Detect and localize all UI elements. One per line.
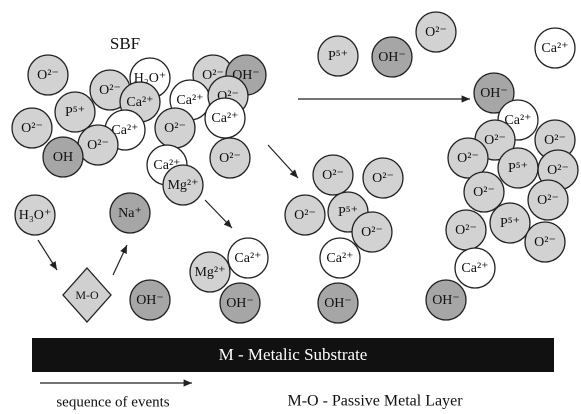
ion-label: O²⁻ bbox=[484, 133, 506, 148]
legend-arrow: sequence of events bbox=[56, 394, 169, 410]
ion-label: OH⁻ bbox=[136, 293, 164, 308]
ion bbox=[129, 279, 171, 321]
ion-label: OH bbox=[53, 150, 73, 165]
ion bbox=[415, 11, 457, 53]
arrows bbox=[37, 95, 470, 387]
ion-label: OH⁻ bbox=[432, 293, 460, 308]
ion bbox=[42, 136, 84, 178]
ion-label: O²⁻ bbox=[99, 83, 121, 98]
ion-label: O²⁻ bbox=[534, 235, 556, 250]
substrate bbox=[32, 338, 554, 372]
ion-label: O²⁻ bbox=[473, 185, 495, 200]
ion-label: O²⁻ bbox=[361, 225, 383, 240]
ion bbox=[312, 154, 354, 196]
ion-label: P⁵⁺ bbox=[508, 161, 528, 176]
ion bbox=[27, 54, 69, 96]
ion bbox=[527, 179, 569, 221]
ion-label: O²⁻ bbox=[37, 68, 59, 83]
ion-label: Ca²⁺ bbox=[326, 251, 353, 266]
ion bbox=[189, 251, 231, 293]
ion-label: H₃O⁺ bbox=[19, 208, 52, 223]
ion bbox=[534, 27, 576, 69]
ion bbox=[54, 91, 96, 133]
ion-label: O²⁻ bbox=[322, 168, 344, 183]
ion-label: OH⁻ bbox=[378, 50, 406, 65]
ion-label: OH⁻ bbox=[324, 296, 352, 311]
ion bbox=[463, 171, 505, 213]
ion-label: Ca²⁺ bbox=[504, 113, 531, 128]
ion bbox=[317, 282, 359, 324]
ion-label: OH⁻ bbox=[480, 86, 508, 101]
ion-label: O²⁻ bbox=[537, 193, 559, 208]
ion-label: Ca²⁺ bbox=[234, 251, 261, 266]
ion bbox=[351, 211, 393, 253]
ions: O²⁻ H₃O⁺ O²⁻ OH⁻O²⁻Ca²⁺P⁵⁺Ca²⁺ O²⁻O²⁻ Ca²⁺ O²⁻… bbox=[11, 11, 579, 324]
ion-label: Mg²⁺ bbox=[194, 265, 225, 280]
ion bbox=[319, 237, 361, 279]
legend-abbreviation: M-O - Passive Metal Layer bbox=[287, 393, 463, 410]
ion bbox=[425, 279, 467, 321]
substrate-label: M - Metalic Substrate bbox=[219, 345, 368, 364]
ion bbox=[284, 194, 326, 236]
ion-label: Ca²⁺ bbox=[126, 95, 153, 110]
ion-label: Mg²⁺ bbox=[167, 178, 198, 193]
ion-label: Ca²⁺ bbox=[176, 93, 203, 108]
passive-layer-label: M-O bbox=[75, 288, 99, 302]
ion-label: O²⁻ bbox=[21, 121, 43, 136]
ion-label: O²⁻ bbox=[544, 133, 566, 148]
ion-label: P⁵⁺ bbox=[328, 49, 348, 64]
diamond bbox=[62, 267, 112, 323]
ion-label: O²⁻ bbox=[219, 151, 241, 166]
ion-label: P⁵⁺ bbox=[500, 216, 520, 231]
ion-label: Ca²⁺ bbox=[111, 123, 138, 138]
ion bbox=[162, 164, 204, 206]
ion-label: O²⁻ bbox=[457, 151, 479, 166]
ion bbox=[489, 202, 531, 244]
ion-label: O²⁻ bbox=[455, 223, 477, 238]
ion bbox=[473, 72, 515, 114]
ion-label: Na⁺ bbox=[118, 206, 142, 221]
ion-label: P⁵⁺ bbox=[338, 205, 358, 220]
ion-label: Ca²⁺ bbox=[461, 261, 488, 276]
ion-label: Ca²⁺ bbox=[541, 41, 568, 56]
ion-label: O²⁻ bbox=[425, 25, 447, 40]
ion bbox=[11, 107, 53, 149]
ion bbox=[524, 221, 566, 263]
ion bbox=[227, 237, 269, 279]
ion bbox=[109, 192, 151, 234]
ion-label: Ca²⁺ bbox=[211, 111, 238, 126]
ion bbox=[371, 36, 413, 78]
ion-label: OH⁻ bbox=[226, 296, 254, 311]
ion bbox=[362, 157, 404, 199]
title: SBF bbox=[110, 34, 140, 53]
ion-label: P⁵⁺ bbox=[65, 105, 85, 120]
ion-label: O²⁻ bbox=[372, 171, 394, 186]
ion-label: O²⁻ bbox=[547, 163, 569, 178]
ion bbox=[209, 137, 251, 179]
ion-label: O²⁻ bbox=[87, 138, 109, 153]
ion bbox=[14, 194, 56, 236]
ion bbox=[447, 137, 489, 179]
ion-label: O²⁻ bbox=[164, 121, 186, 136]
ion bbox=[219, 282, 261, 324]
ion-label: O²⁻ bbox=[294, 208, 316, 223]
ion bbox=[317, 35, 359, 77]
ion bbox=[454, 247, 496, 289]
